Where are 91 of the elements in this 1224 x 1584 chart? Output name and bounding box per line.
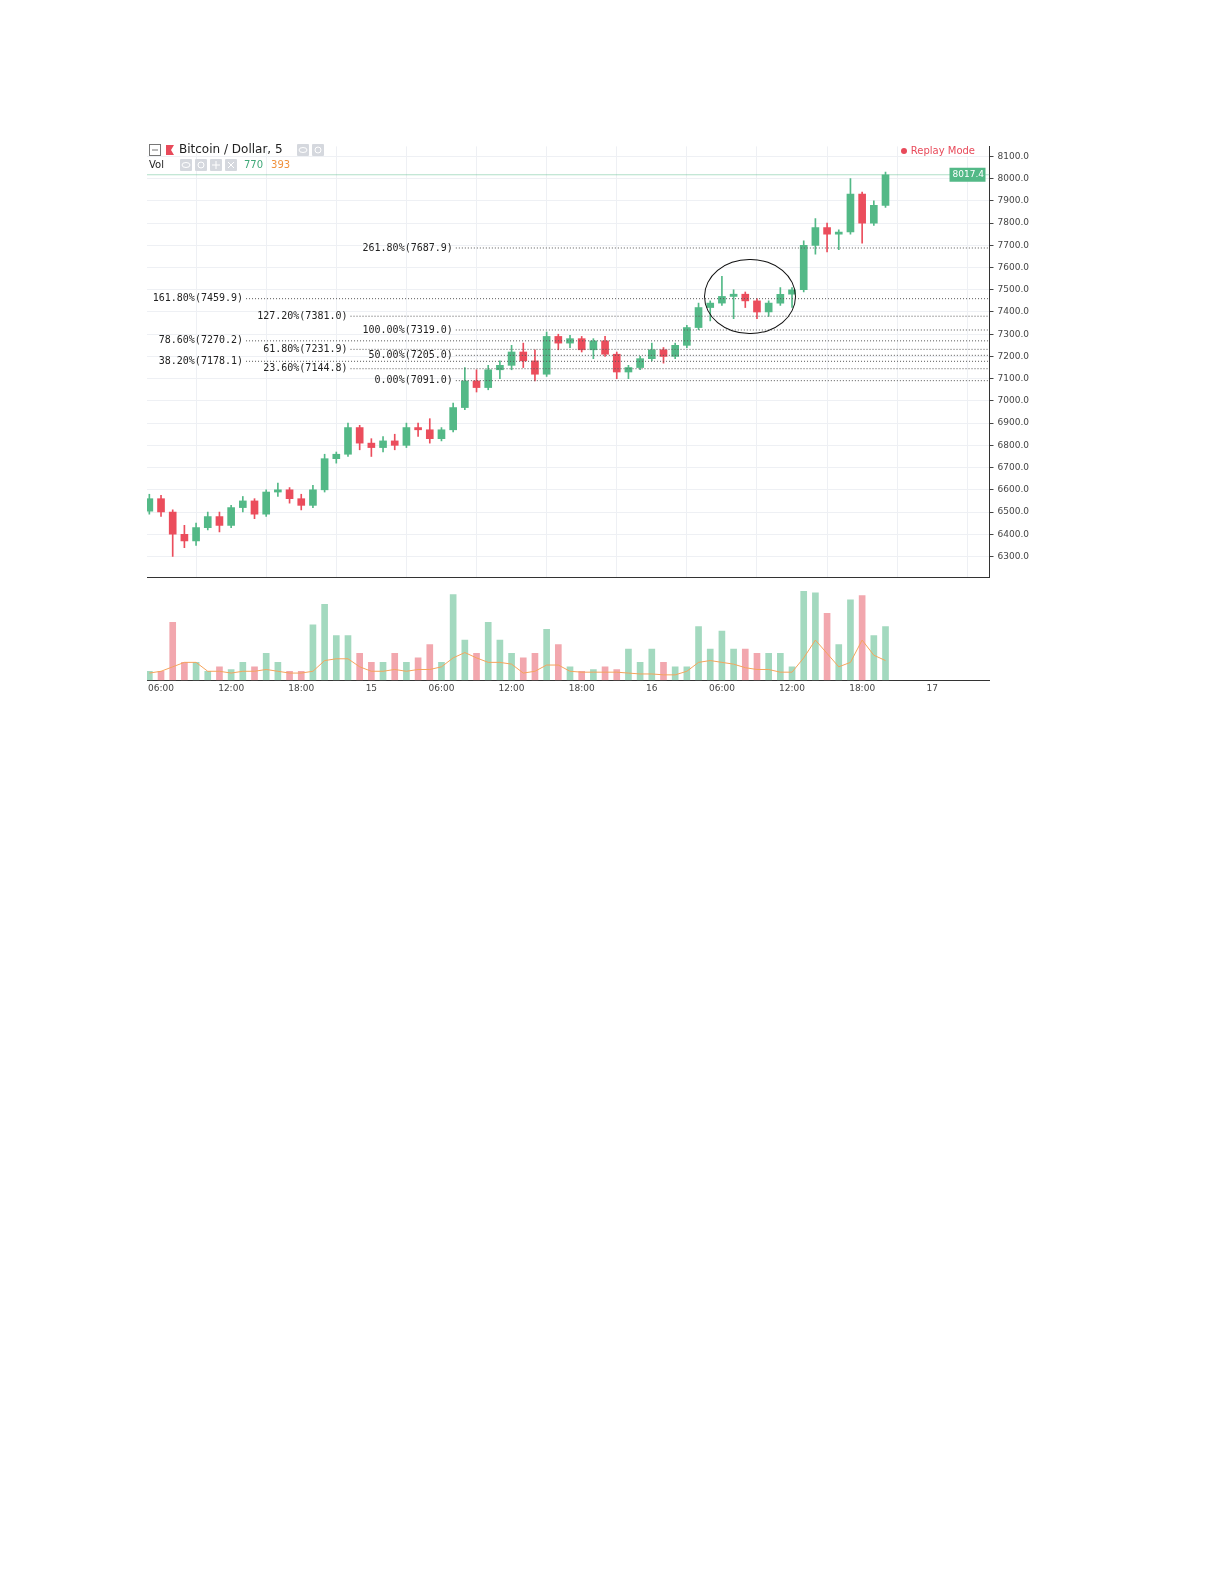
bar bbox=[147, 670, 153, 681]
y-tick-label: 6400.0 bbox=[997, 528, 1030, 539]
bar bbox=[543, 629, 550, 681]
x-tick-label: 12:00 bbox=[218, 682, 245, 693]
bar bbox=[625, 648, 632, 681]
y-tick-label: 6800.0 bbox=[997, 439, 1030, 450]
annotation: 393 bbox=[271, 159, 291, 170]
bar bbox=[730, 648, 737, 681]
bar bbox=[239, 662, 247, 681]
x-tick-label: 06:00 bbox=[428, 682, 455, 693]
bar bbox=[590, 669, 597, 681]
bar bbox=[800, 591, 808, 681]
x-tick-label: 12:00 bbox=[498, 682, 525, 693]
ref-line-label: 127.20%(7381.0) bbox=[257, 309, 348, 321]
ref-line-label: 161.80%(7459.9) bbox=[152, 292, 244, 304]
bar bbox=[741, 648, 749, 681]
y-tick-label: 7200.0 bbox=[997, 350, 1030, 361]
bar bbox=[812, 592, 819, 681]
ref-line-label: 78.60%(7270.2) bbox=[158, 334, 244, 346]
bar bbox=[262, 653, 270, 681]
bar bbox=[181, 662, 188, 681]
bar bbox=[332, 635, 340, 681]
x-tick-label: 18:00 bbox=[568, 682, 595, 693]
bar bbox=[660, 662, 667, 681]
bar bbox=[473, 653, 480, 681]
y-tick-label: 7300.0 bbox=[997, 328, 1030, 339]
chart-title: Bitcoin / Dollar, 5 bbox=[179, 142, 283, 156]
candlestick bbox=[834, 229, 843, 251]
x-tick-label: 18:00 bbox=[849, 682, 876, 693]
bar bbox=[508, 653, 515, 681]
bar bbox=[613, 669, 621, 681]
bar bbox=[169, 621, 177, 681]
x-tick-label: 17 bbox=[926, 682, 938, 693]
x-tick-label: 06:00 bbox=[708, 682, 736, 693]
ref-line-label: 50.00%(7205.0) bbox=[368, 348, 453, 360]
y-tick-label: 7000.0 bbox=[997, 395, 1030, 406]
y-tick-label: 7500.0 bbox=[997, 284, 1030, 295]
bar bbox=[356, 653, 363, 681]
bar bbox=[403, 662, 410, 681]
y-tick-label: 6300.0 bbox=[997, 550, 1030, 561]
bar bbox=[204, 670, 212, 681]
y-tick-label: 7900.0 bbox=[997, 195, 1030, 206]
bar bbox=[835, 644, 843, 681]
y-tick-label: 6600.0 bbox=[997, 484, 1030, 495]
candlestick bbox=[718, 276, 726, 306]
bar bbox=[870, 635, 878, 681]
ref-line-label: 8017.4 bbox=[952, 169, 985, 180]
bar bbox=[695, 626, 702, 681]
y-tick-label: 7400.0 bbox=[997, 306, 1030, 317]
x-tick-label: 16 bbox=[646, 682, 658, 693]
y-tick-label: 6700.0 bbox=[997, 461, 1030, 472]
bar bbox=[847, 599, 854, 681]
y-tick-label: 8000.0 bbox=[997, 172, 1030, 183]
x-tick-label: 12:00 bbox=[779, 682, 806, 693]
x-tick-label: 06:00 bbox=[148, 682, 175, 693]
y-tick-label: 7800.0 bbox=[997, 217, 1030, 228]
y-tick-label: 7600.0 bbox=[997, 261, 1030, 272]
bar bbox=[882, 626, 889, 681]
bar bbox=[368, 662, 375, 681]
bar bbox=[765, 653, 772, 681]
y-tick-label: 7100.0 bbox=[997, 373, 1030, 384]
y-tick-label: 6500.0 bbox=[997, 506, 1030, 517]
bar bbox=[519, 657, 527, 681]
y-tick-label: 8100.0 bbox=[997, 150, 1030, 161]
annotation: Vol bbox=[149, 159, 164, 170]
y-tick-label: 6900.0 bbox=[997, 417, 1030, 428]
ref-line-label: 38.20%(7178.1) bbox=[158, 354, 244, 366]
bar bbox=[438, 662, 445, 681]
ref-line-label: 100.00%(7319.0) bbox=[362, 323, 453, 335]
x-tick-label: 15 bbox=[365, 682, 378, 693]
bar bbox=[671, 666, 679, 681]
ref-line-label: 261.80%(7687.9) bbox=[362, 241, 453, 253]
bar bbox=[554, 644, 562, 681]
ref-line-label: 61.80%(7231.9) bbox=[263, 342, 348, 354]
ref-line-label: 0.00%(7091.0) bbox=[374, 374, 453, 386]
annotation: Replay Mode bbox=[910, 145, 975, 156]
bar bbox=[321, 604, 328, 681]
bar bbox=[391, 653, 399, 681]
annotation: 770 bbox=[243, 159, 264, 170]
bar bbox=[216, 666, 223, 681]
bar bbox=[426, 644, 434, 681]
candlestick bbox=[274, 482, 282, 497]
bar bbox=[777, 653, 784, 681]
ref-line-label: 23.60%(7144.8) bbox=[263, 362, 348, 374]
bar bbox=[706, 648, 714, 681]
y-tick-label: 7700.0 bbox=[997, 239, 1030, 250]
bar bbox=[251, 666, 258, 681]
x-tick-label: 18:00 bbox=[288, 682, 315, 693]
candlestick bbox=[414, 422, 422, 437]
bar bbox=[484, 621, 492, 681]
bar bbox=[648, 648, 656, 681]
